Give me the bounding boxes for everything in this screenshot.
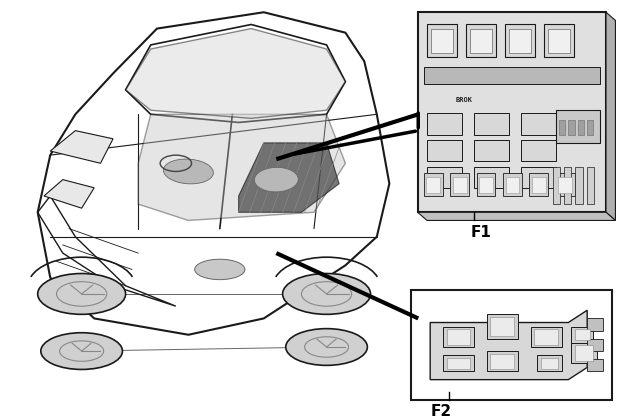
Bar [424,67,600,84]
Bar [453,177,467,193]
Bar [556,110,600,143]
Bar [558,177,572,193]
Text: F2: F2 [430,404,452,419]
Bar [553,168,560,204]
Bar [521,167,556,188]
Polygon shape [138,114,345,220]
Bar [587,318,603,331]
Bar [575,345,593,361]
Polygon shape [44,180,94,208]
Bar [559,121,565,135]
Bar [450,173,469,196]
Text: BROK: BROK [455,97,472,103]
Bar [411,290,612,400]
Bar [578,121,584,135]
Ellipse shape [41,333,122,370]
Bar [431,29,453,53]
Bar [490,317,514,336]
Bar [477,173,495,196]
Bar [427,24,457,57]
Bar [427,113,462,135]
Bar [521,140,556,161]
Bar [529,173,548,196]
Bar [490,354,514,369]
Bar [568,121,575,135]
Bar [587,168,594,204]
Polygon shape [50,131,113,163]
Ellipse shape [195,259,245,280]
Text: F1: F1 [470,225,491,240]
FancyBboxPatch shape [418,12,606,212]
Bar [531,327,562,347]
Bar [575,329,590,341]
Polygon shape [126,29,345,118]
Bar [427,167,462,188]
Bar [474,140,509,161]
Bar [509,29,531,53]
Bar [521,113,556,135]
Ellipse shape [254,167,298,192]
Bar [587,121,593,135]
Bar [503,173,522,196]
Bar [532,177,546,193]
Bar [447,357,470,369]
Bar [470,29,492,53]
Bar [505,24,535,57]
Ellipse shape [283,273,371,314]
Bar [443,327,474,347]
Bar [443,355,474,372]
Ellipse shape [38,273,126,314]
Bar [537,355,562,372]
Ellipse shape [163,159,214,184]
Bar [447,329,470,344]
Bar [487,351,518,372]
Bar [487,314,518,339]
Bar [564,168,571,204]
Bar [474,113,509,135]
Bar [544,24,574,57]
Bar [426,177,440,193]
Bar [466,24,496,57]
Bar [424,173,443,196]
Polygon shape [418,212,615,220]
Bar [587,339,603,351]
Bar [587,359,603,372]
Bar [506,177,519,193]
Bar [479,177,493,193]
Polygon shape [239,143,339,212]
Bar [427,140,462,161]
Polygon shape [606,12,615,220]
Bar [575,168,583,204]
Ellipse shape [286,328,367,365]
Bar [548,29,570,53]
Bar [571,327,593,343]
Bar [534,329,558,344]
Bar [556,173,575,196]
Bar [541,357,558,369]
Polygon shape [430,310,587,380]
Bar [571,343,597,363]
Bar [474,167,509,188]
